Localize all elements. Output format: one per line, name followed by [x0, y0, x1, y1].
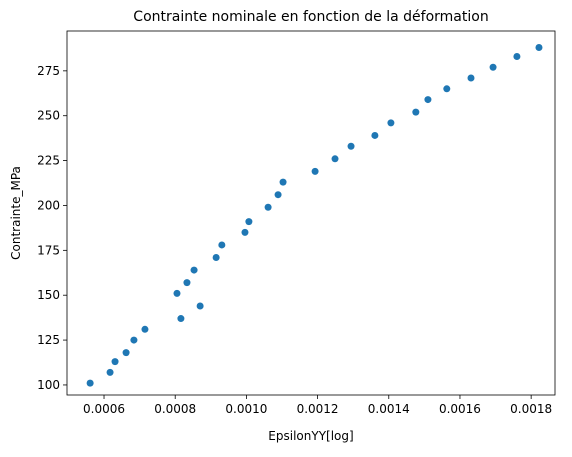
x-tick-label: 0.0014: [368, 402, 410, 416]
point: [331, 155, 339, 163]
point: [311, 167, 319, 175]
y-tick-label: 275: [37, 64, 60, 78]
y-tick-label: 225: [37, 154, 60, 168]
point: [279, 178, 287, 186]
chart-title: Contrainte nominale en fonction de la dé…: [133, 9, 488, 25]
point: [241, 228, 249, 236]
point: [371, 131, 379, 139]
point: [424, 96, 432, 104]
y-axis-label: Contrainte_MPa: [9, 166, 23, 260]
point: [264, 203, 272, 211]
x-tick-label: 0.0012: [297, 402, 339, 416]
x-tick-label: 0.0016: [439, 402, 481, 416]
y-tick-label: 250: [37, 109, 60, 123]
point: [535, 44, 543, 52]
y-tick-label: 200: [37, 198, 60, 212]
y-tick-label: 125: [37, 333, 60, 347]
point: [467, 74, 475, 82]
point: [489, 63, 497, 71]
x-tick-label: 0.0010: [225, 402, 267, 416]
x-tick-label: 0.0006: [83, 402, 125, 416]
point: [274, 191, 282, 199]
point: [218, 241, 226, 249]
point: [177, 315, 185, 323]
point: [183, 279, 191, 287]
x-tick-label: 0.0018: [510, 402, 552, 416]
y-tick-label: 150: [37, 288, 60, 302]
x-axis-label: EpsilonYY[log]: [268, 429, 353, 443]
point: [130, 336, 138, 344]
point: [122, 349, 130, 357]
x-tick-label: 0.0008: [154, 402, 196, 416]
y-tick-label: 100: [37, 378, 60, 392]
point: [86, 379, 94, 387]
plot-frame: [66, 30, 556, 396]
point: [347, 142, 355, 150]
point: [212, 254, 220, 262]
point: [173, 289, 181, 297]
point: [412, 108, 420, 116]
point: [245, 218, 253, 226]
point: [387, 119, 395, 127]
point: [111, 358, 119, 366]
y-tick-label: 175: [37, 243, 60, 257]
point: [443, 85, 451, 93]
point: [141, 325, 149, 333]
point: [106, 368, 114, 376]
point: [513, 52, 521, 60]
point: [190, 266, 198, 274]
point: [196, 302, 204, 310]
